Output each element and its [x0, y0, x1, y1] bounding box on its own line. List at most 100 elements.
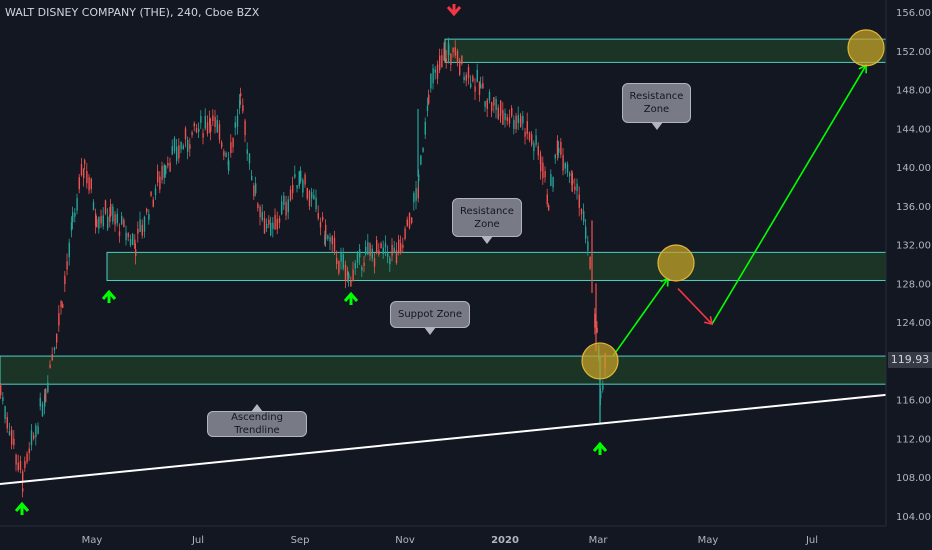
candle-body: [64, 275, 66, 285]
green-up-arrow-3: [343, 291, 359, 305]
candle-body: [448, 44, 450, 55]
candle-body: [554, 154, 556, 159]
candle-body: [520, 115, 522, 127]
zone-support: [0, 355, 887, 385]
chart-title: WALT DISNEY COMPANY (THE), 240, Cboe BZX: [5, 6, 260, 19]
candle-body: [428, 94, 430, 104]
candle-body: [533, 143, 535, 152]
candle-body: [116, 213, 118, 224]
candle-body: [571, 170, 573, 186]
candle-body: [204, 115, 206, 129]
resistance-zone-callout-mid: Resistance Zone: [452, 198, 522, 244]
candle-body: [376, 239, 378, 253]
candle-body: [257, 203, 259, 209]
candle-body: [540, 157, 542, 172]
candle-body: [132, 233, 134, 246]
candle-body: [236, 115, 239, 127]
candle-body: [200, 116, 202, 123]
candle-body: [552, 176, 554, 188]
candle-body: [56, 333, 58, 343]
candle-body: [281, 201, 283, 215]
candle-body: [253, 185, 255, 197]
candle-body: [22, 488, 24, 492]
candle-body: [154, 188, 157, 196]
candle-body: [537, 146, 539, 156]
candle-body: [319, 222, 322, 228]
candle-body: [322, 216, 324, 220]
candle-body: [251, 175, 253, 181]
candle-body: [589, 256, 591, 269]
candle-body: [602, 385, 604, 390]
candle-body: [441, 55, 443, 68]
candle-body: [398, 239, 400, 253]
candle-body: [259, 206, 261, 218]
candle-body: [404, 228, 406, 239]
candle-body: [528, 132, 531, 141]
candle-body: [424, 121, 426, 135]
candle-body: [434, 69, 436, 73]
candle-body: [391, 244, 393, 256]
candle-body: [70, 222, 73, 231]
candle-body: [287, 199, 289, 213]
candle-body: [378, 250, 380, 255]
candle-body: [325, 224, 327, 240]
candle-body: [88, 177, 90, 191]
candle-body: [134, 239, 136, 249]
candle-body: [244, 120, 246, 136]
candle-body: [467, 67, 470, 79]
candle-body: [193, 123, 195, 127]
candle-body: [502, 110, 504, 125]
candle-body: [19, 461, 22, 470]
candle-body: [550, 174, 552, 186]
candle-body: [296, 185, 298, 189]
candle-body: [367, 242, 369, 255]
candle-body: [493, 97, 495, 106]
time-axis: May Jul Sep Nov 2020 Mar May Jul: [82, 535, 818, 546]
candle-body: [152, 199, 154, 207]
candle-body: [580, 208, 583, 215]
candle-body: [470, 83, 472, 88]
projection-leg-up-1: [612, 278, 669, 357]
candle-body: [456, 51, 459, 62]
candle-body: [104, 200, 107, 214]
candle-body: [389, 258, 391, 265]
candle-body: [209, 118, 211, 125]
candle-body: [560, 141, 562, 155]
candle-body: [246, 149, 248, 154]
candle-body: [107, 216, 109, 229]
candle-body: [556, 140, 559, 155]
x-tick-label: May: [82, 535, 103, 546]
candle-body: [384, 243, 387, 248]
y-tick-label: 124.00: [896, 318, 931, 329]
candle-body: [443, 47, 445, 61]
candle-body: [195, 128, 198, 133]
candle-body: [548, 205, 550, 210]
candle-body: [210, 124, 212, 132]
candle-body: [30, 430, 33, 446]
candle-body: [176, 146, 178, 161]
candle-body: [2, 397, 4, 402]
candle-body: [452, 47, 454, 53]
candle-body: [255, 183, 257, 194]
candle-body: [118, 231, 121, 237]
candle-body: [344, 264, 347, 280]
y-tick-label: 112.00: [896, 434, 931, 445]
candle-body: [98, 216, 100, 229]
candle-body: [146, 208, 148, 212]
candle-body: [165, 165, 167, 175]
candle-body: [350, 280, 352, 287]
green-up-arrow-2: [101, 289, 117, 303]
candle-body: [189, 144, 191, 149]
candle-body: [135, 249, 137, 256]
candle-body: [393, 247, 395, 252]
candles-layer: [0, 37, 606, 498]
candle-body: [585, 226, 587, 239]
candle-body: [324, 235, 326, 245]
candle-body: [191, 132, 193, 136]
candle-body: [276, 218, 278, 230]
candle-body: [578, 194, 580, 208]
candle-body: [359, 249, 361, 258]
candle-body: [8, 431, 11, 435]
candle-body: [62, 304, 64, 308]
